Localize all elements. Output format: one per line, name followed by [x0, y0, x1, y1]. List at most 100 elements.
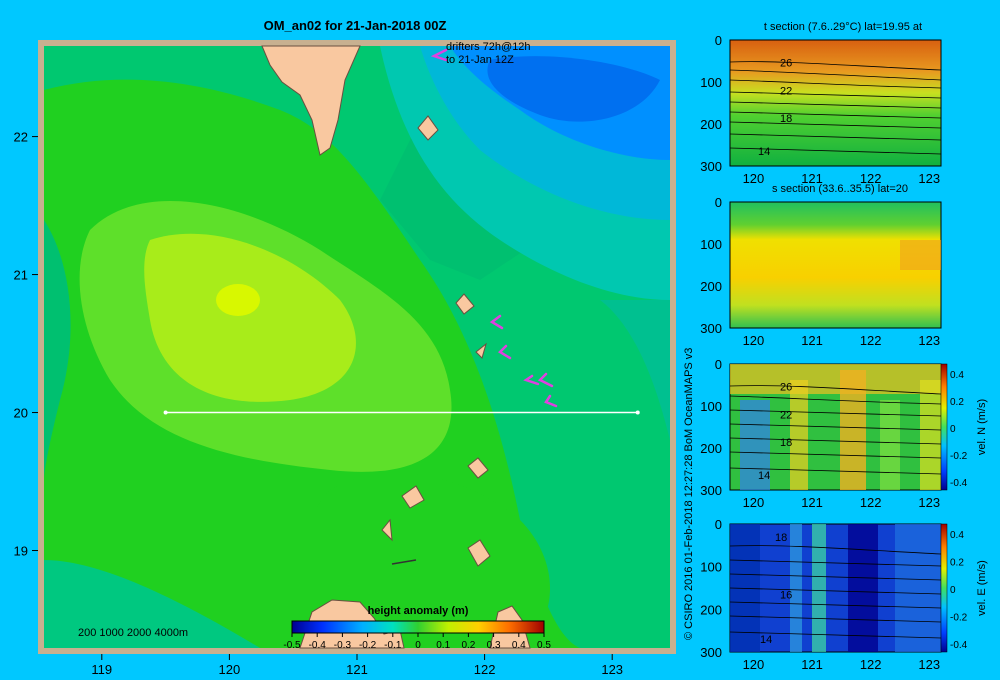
- anomaly-low-center: [487, 56, 660, 122]
- panel-vel-e-contours: [729, 545, 942, 639]
- panel-x-tick-label: 121: [801, 495, 823, 510]
- map-y-axis: 22 21 20 19: [14, 130, 38, 559]
- land-island-6: [381, 518, 393, 542]
- land-island-8: [391, 559, 417, 565]
- panel-x-tick-label: 120: [743, 495, 765, 510]
- panel-contour-label: 26: [780, 382, 792, 394]
- map-x-axis: 119 120 121 122 123: [91, 654, 623, 677]
- map-x-tick-label: 119: [91, 662, 112, 677]
- panel-cbar-tick-label: 0.2: [950, 558, 964, 569]
- panel-y-tick-label: 300: [700, 483, 722, 498]
- panel-vel-n-colorbar: [940, 363, 948, 491]
- panel-contour-label: 18: [775, 532, 787, 544]
- panel-contour-label: 14: [758, 470, 770, 482]
- panel-vel-e-cbar-label: vel. E (m/s): [976, 560, 988, 616]
- panel-contour-label: 18: [780, 113, 792, 125]
- drifter-arrow-5: [544, 394, 558, 408]
- drifter-note-line1: drifters 72h@12h: [446, 41, 531, 53]
- panel-contour-label: 22: [780, 409, 792, 421]
- panel-x-tick-label: 121: [801, 657, 823, 672]
- depth-legend: 200 1000 2000 4000m: [78, 627, 188, 639]
- section-line-start: [163, 410, 168, 415]
- panel-x-tick-label: 120: [743, 657, 765, 672]
- land-island-4: [467, 457, 489, 479]
- drifter-arrow-legend: [430, 48, 448, 62]
- panel-cbar-tick-label: -0.4: [950, 640, 968, 651]
- anomaly-band-sw: [44, 560, 260, 648]
- panel-cbar-tick-label: 0.4: [950, 530, 964, 541]
- panel-temperature-title: t section (7.6..29°C) lat=19.95 at: [764, 21, 922, 33]
- panel-x-tick-label: 123: [918, 495, 940, 510]
- panel-y-tick-label: 200: [700, 117, 722, 132]
- panel-cbar-tick-label: 0.4: [950, 370, 964, 381]
- panel-cbar-tick-label: -0.2: [950, 613, 968, 624]
- panel-y-tick-label: 300: [700, 321, 722, 336]
- credit-text: © CSIRO 2016 01-Feb-2018 12:27:28 BoM Oc…: [683, 348, 695, 640]
- panel-y-tick-label: 0: [715, 357, 722, 372]
- panel-contour-label: 22: [780, 85, 792, 97]
- panel-y-tick-label: 0: [715, 195, 722, 210]
- colorbar-tick-label: 0.1: [436, 640, 450, 651]
- panel-y-tick-label: 200: [700, 279, 722, 294]
- panel-x-tick-label: 123: [918, 657, 940, 672]
- map-y-tick-label: 21: [14, 268, 28, 283]
- panel-salinity: s section (33.6..35.5) lat=20: [729, 183, 942, 329]
- map-colorbar: height anomaly (m) -0.5 -0.4 -0.3 -0.2 -0.1 0…: [283, 605, 551, 651]
- panel-vel-n-cbar-label: vel. N (m/s): [976, 399, 988, 455]
- colorbar-tick-label: 0.5: [537, 640, 551, 651]
- map-y-tick-label: 20: [14, 406, 28, 421]
- panel-contour-label: 14: [760, 634, 772, 646]
- panel-contour-label: 16: [780, 589, 792, 601]
- colorbar-tick-label: 0.3: [487, 640, 501, 651]
- panel-cbar-tick-label: -0.4: [950, 478, 968, 489]
- panel-cbar-tick-label: 0.2: [950, 397, 964, 408]
- panel-y-tick-label: 100: [700, 560, 722, 575]
- panel-y-tick-label: 0: [715, 33, 722, 48]
- colorbar-label: height anomaly (m): [368, 605, 469, 617]
- panel-y-tick-label: 100: [700, 399, 722, 414]
- map-x-tick-label: 121: [346, 662, 368, 677]
- map-plot: [38, 40, 676, 654]
- panel-vel-n-contours: [729, 385, 942, 475]
- drifter-arrow-3: [523, 374, 540, 386]
- map-y-tick-label: 19: [14, 544, 28, 559]
- colorbar-tick-label: -0.2: [359, 640, 377, 651]
- panel-x-tick-label: 122: [860, 657, 882, 672]
- land-island-7: [467, 539, 491, 567]
- land-island-2: [455, 293, 475, 315]
- panel-x-tick-label: 122: [860, 495, 882, 510]
- panel-contour-label: 26: [780, 58, 792, 70]
- anomaly-band-020: [144, 233, 356, 402]
- colorbar-tick-label: -0.5: [283, 640, 301, 651]
- colorbar-tick-label: -0.1: [384, 640, 402, 651]
- land-island-1: [417, 115, 439, 141]
- drifter-note-line2: to 21-Jan 12Z: [446, 54, 514, 66]
- map-x-tick-label: 120: [219, 662, 241, 677]
- anomaly-band-west: [44, 220, 71, 480]
- colorbar-tick-label: 0: [415, 640, 421, 651]
- panel-y-tick-label: 300: [700, 645, 722, 660]
- panel-axes: 0 100 200 300 120 121 122 123 26 22 18 14 0 100 200 300…: [700, 33, 967, 672]
- panel-vel-e-colorbar: [940, 523, 948, 653]
- panel-y-tick-label: 100: [700, 237, 722, 252]
- panel-y-tick-label: 300: [700, 159, 722, 174]
- panel-x-tick-label: 122: [860, 333, 882, 348]
- panel-cbar-tick-label: 0: [950, 424, 956, 435]
- drifter-arrow-1: [489, 314, 504, 330]
- panel-y-tick-label: 100: [700, 75, 722, 90]
- panel-salinity-title: s section (33.6..35.5) lat=20: [772, 183, 908, 195]
- panel-y-tick-label: 200: [700, 441, 722, 456]
- panel-vel-e: vel. E (m/s): [729, 523, 988, 653]
- panel-cbar-tick-label: 0: [950, 585, 956, 596]
- anomaly-high-center: [216, 284, 260, 316]
- colorbar-tick-label: -0.4: [309, 640, 327, 651]
- colorbar-ticks: -0.5 -0.4 -0.3 -0.2 -0.1 0 0.1 0.2 0.3 0.4 0.5: [283, 633, 551, 651]
- panel-cbar-tick-label: -0.2: [950, 451, 968, 462]
- panel-x-tick-label: 122: [860, 171, 882, 186]
- panel-y-tick-label: 200: [700, 602, 722, 617]
- colorbar-tick-label: 0.2: [461, 640, 475, 651]
- map-title: OM_an02 for 21-Jan-2018 00Z: [264, 18, 447, 33]
- map-x-tick-label: 122: [474, 662, 496, 677]
- land-taiwan: [261, 45, 361, 156]
